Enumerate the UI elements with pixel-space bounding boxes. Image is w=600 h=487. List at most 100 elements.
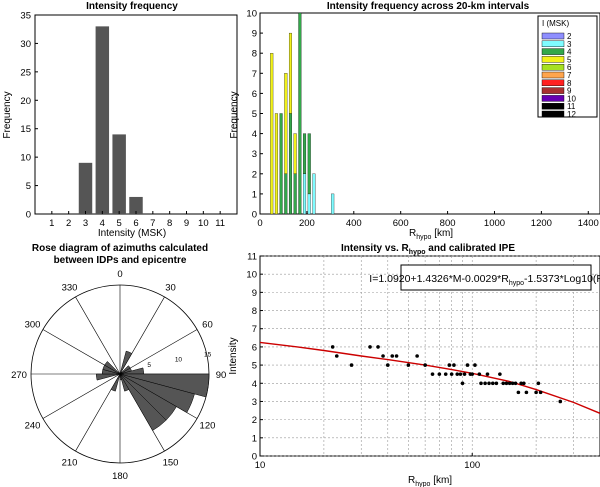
x-tick-label: 1400: [578, 218, 599, 229]
y-tick-label: 20: [20, 96, 31, 107]
x-tick-label: 10: [255, 460, 266, 471]
data-point: [455, 372, 460, 376]
legend-label-4: 4: [567, 48, 572, 57]
bar-segment-i3-bin220: [312, 173, 316, 215]
chart3-title-line2: between IDPs and epicentre: [54, 255, 187, 266]
data-point: [394, 354, 399, 358]
legend-swatch-2: [541, 32, 565, 40]
data-point: [522, 381, 526, 386]
distance-interval-chart: Intensity frequency across 20-km interva…: [229, 1, 600, 241]
y-tick-label: 10: [246, 9, 257, 20]
y-tick-label: 7: [252, 324, 257, 335]
bar-segment-i5-bin60: [274, 113, 278, 215]
rose-petal-165: [119, 373, 122, 381]
data-point: [470, 372, 475, 376]
legend-label-6: 6: [567, 63, 572, 72]
legend-label-11: 11: [567, 102, 576, 111]
data-point: [510, 381, 515, 386]
bar-segment-i3-bin200: [307, 193, 311, 215]
data-point: [513, 381, 518, 386]
x-tick-label: 600: [393, 218, 409, 229]
legend-swatch-8: [541, 79, 565, 87]
bar-segment-i4-bin120: [288, 113, 292, 215]
data-point: [485, 372, 490, 376]
rose-petal-135: [119, 373, 167, 431]
rose-petal-255: [96, 373, 121, 381]
bar-segment-i4-bin160: [298, 12, 302, 215]
rose-radial-label: 15: [204, 352, 212, 359]
bar-segment-i5-bin120: [288, 32, 292, 114]
chart2-y-axis-label: Frequency: [229, 91, 240, 138]
equation-box: I=1.0920+1.4326*M-0.0029*Rhypo-1.5373*Lo…: [369, 264, 600, 291]
y-tick-label: 2: [252, 415, 257, 426]
y-tick-label: 9: [252, 29, 257, 40]
data-point: [501, 381, 506, 386]
data-point: [437, 372, 442, 376]
rose-angle-label: 240: [25, 421, 41, 432]
ipe-curve: [259, 341, 600, 414]
y-tick-label: 8: [252, 49, 257, 60]
y-tick-label: 10: [20, 153, 31, 164]
legend-label-7: 7: [567, 71, 572, 80]
x-tick-label: 200: [299, 218, 315, 229]
x-tick-label: 100: [464, 460, 480, 471]
y-tick-label: 0: [252, 452, 257, 463]
legend-swatch-7: [541, 71, 565, 79]
data-point: [458, 372, 463, 376]
rose-angle-label: 180: [112, 471, 128, 482]
y-tick-label: 30: [20, 39, 31, 50]
y-tick-label: 2: [252, 169, 257, 180]
chart4-title: Intensity vs. Rhypo and calibrated IPE: [341, 243, 515, 256]
x-tick-label: 1200: [531, 218, 552, 229]
x-tick-label: 7: [150, 218, 155, 229]
chart1-title: Intensity frequency: [86, 1, 178, 12]
intensity-frequency-chart: Intensity frequency 1 2 3 4 5 6 7 8 9 10 110510152…: [2, 1, 238, 239]
rose-radial-label: 10: [175, 357, 183, 364]
bar-segment-i5-bin40: [270, 53, 274, 215]
y-tick-label: 8: [252, 306, 257, 317]
y-tick-label: 5: [252, 109, 257, 120]
y-tick-label: 5: [26, 181, 31, 192]
legend-swatch-11: [541, 102, 565, 110]
data-point: [473, 363, 477, 367]
bar-segment-i4-bin180: [303, 133, 307, 174]
rose-angle-label: 30: [165, 283, 176, 294]
data-point: [490, 381, 495, 386]
equation-text: I=1.0920+1.4326*M-0.0029*Rhypo-1.5373*Lo…: [369, 273, 600, 287]
legend-title: I (MSK): [542, 19, 569, 28]
chart4-x-axis-label: Rhypo [km]: [408, 475, 452, 487]
y-tick-label: 1: [252, 433, 257, 444]
x-tick-label: 400: [346, 218, 362, 229]
legend-label-10: 10: [567, 94, 576, 103]
rose-petal-105: [119, 373, 195, 413]
y-tick-label: 4: [252, 129, 257, 140]
legend-swatch-4: [541, 48, 565, 55]
legend-label-12: 12: [567, 110, 576, 119]
y-tick-label: 6: [252, 342, 257, 353]
rose-radial-label: 5: [147, 362, 151, 369]
x-tick-label: 5: [117, 218, 122, 229]
data-point: [465, 363, 470, 367]
data-point: [330, 345, 335, 349]
legend-swatch-6: [541, 63, 565, 71]
data-point: [483, 381, 487, 386]
rose-angle-label: 210: [62, 457, 78, 468]
x-tick-label: 1000: [484, 218, 505, 229]
x-tick-label: 8: [167, 218, 172, 229]
bar-intensity-6: [129, 196, 143, 214]
rose-petal-300: [104, 361, 121, 375]
legend-label-9: 9: [567, 87, 572, 96]
data-point: [462, 372, 467, 376]
data-point: [538, 390, 543, 395]
equation-frame: [400, 264, 592, 291]
bar-intensity-5: [112, 134, 126, 214]
y-tick-label: 1: [252, 189, 257, 200]
y-tick-label: 35: [20, 11, 31, 22]
data-point: [368, 345, 372, 349]
chart3-title-line1: Rose diagram of azimuths calculated: [32, 243, 208, 254]
y-tick-label: 11: [247, 252, 257, 263]
data-point: [536, 381, 541, 386]
bar-segment-i4-bin140: [293, 173, 297, 215]
legend-label-2: 2: [567, 32, 572, 41]
data-point: [498, 372, 502, 376]
